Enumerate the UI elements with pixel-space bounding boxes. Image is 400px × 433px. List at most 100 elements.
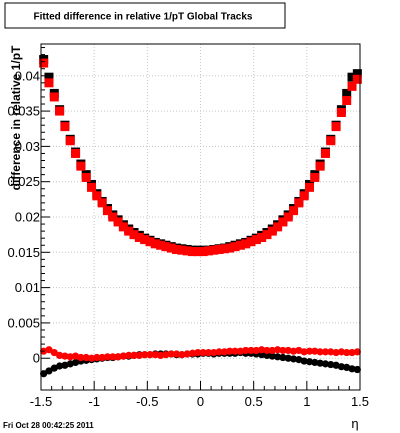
- data-point-square: [193, 247, 203, 257]
- data-point-square: [230, 242, 240, 252]
- data-point-circle: [289, 355, 298, 363]
- x-tick-label: 0.5: [245, 394, 263, 409]
- data-point-square: [246, 237, 256, 247]
- y-tick-label: 0.01: [15, 280, 40, 295]
- data-point-circle: [157, 351, 165, 359]
- data-point-circle: [327, 360, 335, 369]
- data-point-square: [273, 222, 283, 232]
- data-point-circle: [204, 348, 213, 357]
- data-point-circle: [263, 351, 271, 359]
- data-point-square: [76, 161, 86, 171]
- data-point-circle: [273, 346, 282, 354]
- data-point-square: [177, 245, 187, 255]
- title-box: Fitted difference in relative 1/pT Globa…: [4, 2, 286, 29]
- data-point-square: [161, 242, 171, 252]
- data-point-square: [102, 206, 112, 216]
- data-point-square: [87, 182, 97, 192]
- data-point-square: [352, 74, 362, 84]
- data-point-square: [267, 226, 277, 236]
- data-point-circle: [220, 348, 229, 356]
- data-point-square: [134, 232, 144, 242]
- data-point-circle: [188, 349, 197, 357]
- data-point-circle: [273, 353, 282, 361]
- data-point-square: [304, 182, 314, 192]
- data-point-square: [294, 198, 304, 208]
- data-point-square: [299, 191, 309, 201]
- data-point-square: [97, 198, 107, 208]
- data-point-circle: [311, 347, 319, 355]
- y-tick-label: 0.005: [7, 315, 40, 330]
- data-point-circle: [82, 353, 90, 362]
- data-point-circle: [66, 353, 74, 361]
- data-point-square: [81, 172, 91, 182]
- title-frame: [4, 2, 286, 29]
- data-point-circle: [327, 348, 335, 356]
- data-point-square: [310, 172, 320, 182]
- data-point-circle: [77, 353, 85, 362]
- data-point-square: [241, 239, 251, 249]
- data-point-square: [262, 230, 272, 240]
- data-point-circle: [135, 351, 143, 359]
- data-point-circle: [353, 348, 361, 356]
- data-point-square: [209, 245, 219, 255]
- data-point-circle: [130, 351, 138, 359]
- data-point-circle: [353, 365, 361, 374]
- data-point-square: [124, 226, 134, 236]
- data-point-circle: [263, 346, 271, 355]
- data-point-circle: [300, 348, 308, 356]
- data-point-square: [342, 95, 352, 105]
- data-points: [39, 55, 362, 378]
- data-point-circle: [343, 348, 351, 357]
- data-point-square: [145, 237, 155, 247]
- data-point-square: [289, 206, 299, 216]
- data-point-square: [118, 222, 128, 232]
- data-point-square: [283, 212, 293, 222]
- data-point-square: [347, 81, 357, 91]
- data-point-circle: [268, 346, 276, 355]
- data-point-circle: [40, 370, 48, 378]
- data-point-circle: [316, 348, 324, 356]
- data-point-circle: [337, 363, 345, 371]
- data-point-circle: [141, 351, 149, 359]
- data-point-circle: [268, 352, 276, 360]
- data-point-square: [203, 246, 213, 256]
- data-point-square: [342, 88, 352, 98]
- y-tick-label: 0: [33, 351, 40, 366]
- y-axis-label: difference in relative 1/pT: [9, 45, 23, 190]
- x-tick-label: 0: [197, 394, 204, 409]
- data-point-circle: [284, 346, 292, 355]
- y-tick-label: 0.025: [7, 174, 40, 189]
- data-point-circle: [311, 358, 319, 367]
- x-axis-label: η: [351, 416, 358, 431]
- data-point-circle: [337, 348, 345, 356]
- data-point-square: [188, 247, 198, 257]
- x-tick-label: 1.5: [351, 394, 369, 409]
- data-point-circle: [279, 346, 287, 355]
- data-point-circle: [151, 351, 159, 359]
- data-point-circle: [300, 357, 308, 365]
- data-point-square: [113, 217, 123, 227]
- y-tick-label: 0.03: [15, 139, 40, 154]
- data-point-square: [60, 122, 70, 132]
- data-point-circle: [98, 353, 106, 362]
- data-point-circle: [56, 362, 64, 370]
- data-point-circle: [305, 358, 314, 366]
- data-point-circle: [316, 359, 324, 367]
- x-tick-label: -1: [88, 394, 100, 409]
- data-point-circle: [231, 347, 239, 355]
- data-point-circle: [109, 353, 117, 361]
- data-point-square: [251, 235, 261, 245]
- data-point-circle: [226, 347, 234, 355]
- data-point-circle: [210, 348, 218, 357]
- data-point-square: [172, 244, 182, 254]
- data-point-circle: [61, 352, 69, 360]
- data-point-circle: [114, 353, 122, 361]
- data-point-square: [65, 136, 75, 146]
- data-point-square: [39, 58, 49, 68]
- data-point-circle: [348, 365, 356, 373]
- data-point-circle: [215, 348, 223, 356]
- data-point-circle: [279, 353, 287, 362]
- data-point-square: [92, 191, 102, 201]
- data-point-square: [347, 72, 357, 82]
